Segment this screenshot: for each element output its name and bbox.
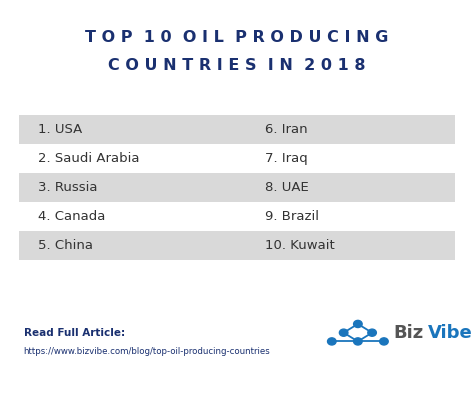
Text: 4. Canada: 4. Canada (38, 210, 105, 223)
Text: 5. China: 5. China (38, 239, 93, 252)
Circle shape (328, 338, 336, 345)
Circle shape (339, 329, 348, 336)
FancyBboxPatch shape (19, 202, 455, 231)
Text: 2. Saudi Arabia: 2. Saudi Arabia (38, 152, 139, 165)
Text: 9. Brazil: 9. Brazil (265, 210, 319, 223)
Circle shape (354, 338, 362, 345)
Text: 3. Russia: 3. Russia (38, 181, 98, 194)
FancyBboxPatch shape (19, 115, 455, 144)
Circle shape (380, 338, 388, 345)
Text: T O P  1 0  O I L  P R O D U C I N G: T O P 1 0 O I L P R O D U C I N G (85, 30, 389, 45)
Circle shape (354, 320, 362, 328)
Text: https://www.bizvibe.com/blog/top-oil-producing-countries: https://www.bizvibe.com/blog/top-oil-pro… (24, 347, 271, 356)
Text: 6. Iran: 6. Iran (265, 123, 308, 136)
Circle shape (368, 329, 376, 336)
Text: Vibe: Vibe (428, 324, 472, 342)
Text: 7. Iraq: 7. Iraq (265, 152, 308, 165)
Text: Biz: Biz (393, 324, 424, 342)
Text: C O U N T R I E S  I N  2 0 1 8: C O U N T R I E S I N 2 0 1 8 (108, 58, 366, 73)
FancyBboxPatch shape (19, 173, 455, 202)
Text: Read Full Article:: Read Full Article: (24, 328, 125, 339)
Text: 10. Kuwait: 10. Kuwait (265, 239, 335, 252)
Text: 8. UAE: 8. UAE (265, 181, 309, 194)
Text: 1. USA: 1. USA (38, 123, 82, 136)
FancyBboxPatch shape (19, 144, 455, 173)
FancyBboxPatch shape (19, 231, 455, 260)
